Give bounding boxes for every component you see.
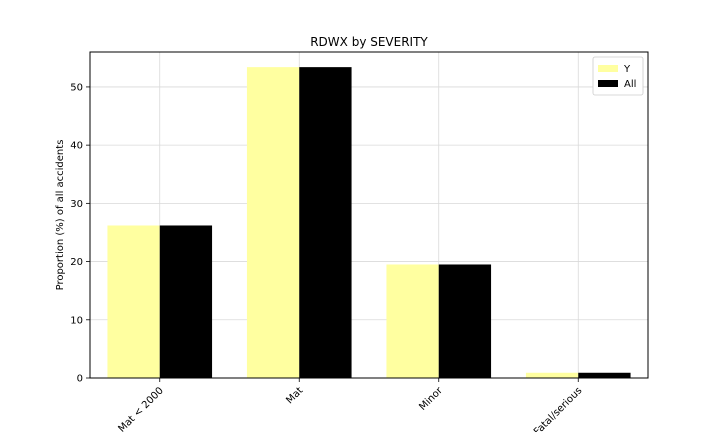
bar-y-1 xyxy=(246,67,300,378)
y-tick-label: 0 xyxy=(77,374,83,385)
chart-title: RDWX by SEVERITY xyxy=(310,35,428,49)
plot-frame xyxy=(89,51,649,379)
legend-label-all: All xyxy=(624,79,636,90)
legend: Y All xyxy=(592,56,644,96)
y-tick-label: 50 xyxy=(70,82,83,93)
bar-y-2 xyxy=(386,264,439,378)
bar-all-1 xyxy=(299,67,352,378)
legend-swatch-y xyxy=(598,65,618,72)
bars xyxy=(107,67,631,378)
legend-label-y: Y xyxy=(623,64,631,75)
bar-all-2 xyxy=(438,264,492,378)
bar-all-0 xyxy=(159,225,213,378)
y-axis-label: Proportion (%) of all accidents xyxy=(55,140,66,291)
y-tick-label: 40 xyxy=(70,141,83,152)
y-tick-label: 20 xyxy=(70,257,83,268)
bar-y-0 xyxy=(107,225,160,378)
y-tick-label: 10 xyxy=(70,315,83,326)
legend-swatch-all xyxy=(598,80,618,87)
bar-y-3 xyxy=(525,372,579,378)
y-axis-ticks: 0 10 20 30 40 50 xyxy=(70,82,90,385)
y-tick-label: 30 xyxy=(70,199,83,210)
bar-all-3 xyxy=(578,372,631,378)
